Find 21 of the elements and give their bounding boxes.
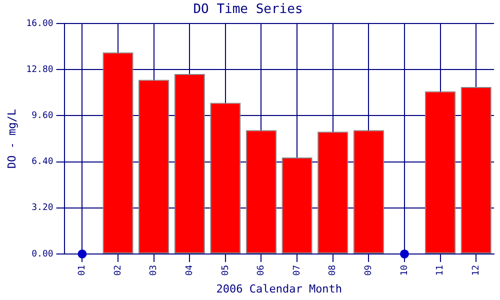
x-tick-label: 07 [292, 264, 302, 276]
x-tick-label: 11 [436, 264, 446, 276]
x-tick-label: 03 [149, 264, 160, 276]
x-tick-label: 02 [113, 264, 124, 276]
y-tick-label: 9.60 [32, 111, 54, 122]
x-tick-label: 04 [184, 264, 195, 276]
y-tick-label: 6.40 [32, 157, 54, 168]
x-axis-title: 2006 Calendar Month [216, 282, 342, 296]
y-tick-label: 0.00 [32, 249, 54, 260]
x-tick-label: 09 [364, 264, 374, 276]
y-tick-label: 3.20 [32, 203, 54, 214]
y-tick-label: 12.80 [26, 65, 54, 76]
x-tick-label: 10 [400, 264, 410, 276]
x-tick-label: 05 [220, 264, 231, 276]
y-axis-title: DO - mg/L [5, 108, 18, 169]
x-tick-label: 12 [471, 264, 482, 276]
y-tick-label: 16.00 [26, 18, 54, 29]
chart-title: DO Time Series [193, 2, 303, 18]
x-tick-label: 08 [328, 264, 338, 276]
x-tick-label: 06 [256, 264, 267, 276]
x-tick-label: 01 [78, 264, 88, 276]
